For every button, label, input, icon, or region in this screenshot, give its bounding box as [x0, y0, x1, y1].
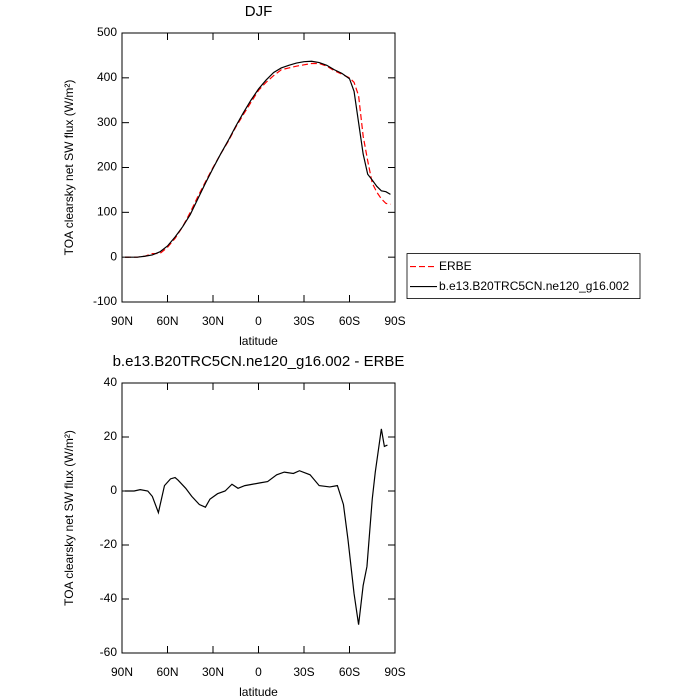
y-tick-label: 200 [97, 160, 117, 174]
x-axis-label: latitude [239, 334, 278, 348]
y-tick-label: 40 [104, 375, 118, 389]
y-tick-label: 300 [97, 115, 117, 129]
data-line [125, 62, 391, 258]
legend-label: ERBE [439, 259, 472, 273]
x-tick-label: 90S [384, 665, 405, 679]
data-line [125, 428, 388, 625]
x-tick-label: 60S [339, 665, 360, 679]
y-tick-label: 20 [104, 429, 118, 443]
x-tick-label: 90N [111, 314, 133, 328]
legend-label: b.e13.B20TRC5CN.ne120_g16.002 [439, 279, 629, 293]
y-tick-label: -40 [100, 591, 118, 605]
x-tick-label: 0 [255, 665, 262, 679]
y-tick-label: 0 [110, 249, 117, 263]
y-tick-label: 500 [97, 25, 117, 39]
legend-box [406, 253, 641, 299]
y-tick-label: 0 [110, 483, 117, 497]
x-tick-label: 30N [202, 314, 224, 328]
x-tick-label: 0 [255, 314, 262, 328]
y-axis-label: TOA clearsky net SW flux (W/m²) [62, 430, 76, 606]
x-tick-label: 30S [293, 314, 314, 328]
y-axis-label: TOA clearsky net SW flux (W/m²) [62, 80, 76, 256]
y-tick-label: 100 [97, 205, 117, 219]
x-tick-label: 90N [111, 665, 133, 679]
plot-frame [121, 32, 396, 303]
y-tick-label: -20 [100, 537, 118, 551]
y-tick-label: -60 [100, 645, 118, 659]
y-tick-label: 400 [97, 70, 117, 84]
x-tick-label: 60S [339, 314, 360, 328]
data-line [125, 60, 391, 258]
x-axis-label: latitude [239, 685, 278, 699]
x-tick-label: 60N [156, 665, 178, 679]
chart-title: DJF [245, 3, 273, 20]
x-tick-label: 30S [293, 665, 314, 679]
chart-title: b.e13.B20TRC5CN.ne120_g16.002 - ERBE [113, 353, 405, 370]
x-tick-label: 60N [156, 314, 178, 328]
x-tick-label: 30N [202, 665, 224, 679]
plot-frame [121, 382, 396, 654]
y-tick-label: -100 [93, 294, 117, 308]
x-tick-label: 90S [384, 314, 405, 328]
